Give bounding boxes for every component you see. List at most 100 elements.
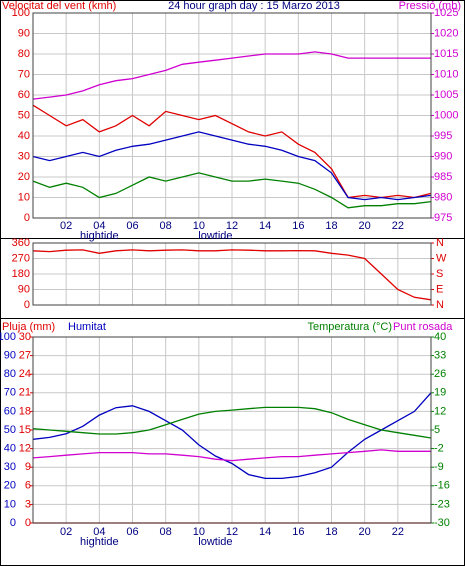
series-line	[32, 249, 432, 301]
y2-tick-label: 995	[434, 130, 452, 142]
legend-label: Temperatura (°C)	[308, 321, 392, 333]
series-line	[32, 51, 431, 100]
tide-label: hightide	[80, 230, 119, 242]
x-tick-label: 10	[193, 220, 205, 232]
y-tick-label: 60	[4, 405, 16, 417]
x-tick-label: 22	[392, 526, 404, 538]
x-tick-label: 18	[325, 220, 337, 232]
y2-tick-label: S	[436, 268, 443, 280]
tide-label: lowtide	[198, 230, 232, 242]
y3-tick-label: 5	[434, 424, 440, 436]
series-line	[32, 449, 431, 462]
y-tick-label: 100	[12, 7, 30, 19]
y2-tick-label: 1020	[434, 27, 458, 39]
x-tick-label: 08	[160, 526, 172, 538]
y-tick-label: 90	[18, 27, 30, 39]
y3-tick-label: -23	[434, 498, 450, 510]
y-tick-label: 20	[4, 480, 16, 492]
y2-tick-label: 985	[434, 171, 452, 183]
y-tick-label: 360	[12, 237, 30, 249]
tide-label: lowtide	[198, 536, 232, 548]
y2-tick-label: 1015	[434, 48, 458, 60]
y2-tick-label: 30	[19, 331, 31, 343]
tide-label: hightide	[80, 536, 119, 548]
y2-tick-label: 21	[19, 387, 31, 399]
x-tick-label: 02	[60, 220, 72, 232]
plot-frame	[32, 242, 432, 306]
y-tick-label: 20	[18, 171, 30, 183]
y2-tick-label: E	[436, 283, 443, 295]
x-tick-label: 16	[292, 526, 304, 538]
y3-tick-label: 33	[434, 350, 446, 362]
y2-tick-label: 15	[19, 424, 31, 436]
y2-tick-label: 990	[434, 150, 452, 162]
y-tick-label: 50	[4, 424, 16, 436]
y3-tick-label: -30	[434, 517, 450, 529]
y2-tick-label: 980	[434, 191, 452, 203]
y2-tick-label: 1025	[434, 7, 458, 19]
plot-frame	[32, 12, 432, 219]
y-tick-label: 10	[4, 498, 16, 510]
y2-tick-label: 1000	[434, 109, 458, 121]
y2-tick-label: 18	[19, 405, 31, 417]
y2-tick-label: N	[436, 299, 444, 311]
x-tick-label: 16	[292, 220, 304, 232]
y-tick-label: 30	[4, 461, 16, 473]
series-line	[32, 392, 432, 480]
y3-tick-label: 12	[434, 405, 446, 417]
y-tick-label: 100	[0, 331, 16, 343]
y-tick-label: 30	[18, 150, 30, 162]
x-tick-label: 22	[392, 220, 404, 232]
y-tick-label: 270	[12, 252, 30, 264]
y-tick-label: 80	[4, 368, 16, 380]
x-tick-label: 04	[93, 220, 105, 232]
plot-frame	[32, 336, 432, 524]
x-tick-label: 20	[359, 526, 371, 538]
series-line	[32, 131, 432, 201]
y-tick-label: 60	[18, 89, 30, 101]
y-tick-label: 40	[4, 443, 16, 455]
x-tick-label: 10	[193, 526, 205, 538]
y2-axis-label: Pressió (mb)	[399, 0, 461, 12]
y2-tick-label: 12	[19, 443, 31, 455]
series-line	[32, 104, 432, 199]
y-tick-label: 40	[18, 130, 30, 142]
y2-tick-label: N	[436, 237, 444, 249]
y2-tick-label: 975	[434, 212, 452, 224]
y3-tick-label: 26	[434, 368, 446, 380]
legend-label: Pluja (mm)	[2, 321, 55, 333]
y2-tick-label: 3	[25, 498, 31, 510]
x-tick-label: 14	[259, 220, 271, 232]
x-tick-label: 18	[325, 526, 337, 538]
y3-tick-label: -16	[434, 480, 450, 492]
y2-tick-label: 0	[25, 517, 31, 529]
x-tick-label: 06	[126, 220, 138, 232]
y3-tick-label: 19	[434, 387, 446, 399]
x-tick-label: 02	[60, 526, 72, 538]
y-tick-label: 0	[24, 212, 30, 224]
y2-tick-label: 27	[19, 350, 31, 362]
x-tick-label: 20	[359, 220, 371, 232]
y-tick-label: 70	[4, 387, 16, 399]
y2-tick-label: 9	[25, 461, 31, 473]
x-tick-label: 06	[126, 526, 138, 538]
x-tick-label: 12	[226, 526, 238, 538]
x-tick-label: 14	[259, 526, 271, 538]
y-tick-label: 90	[4, 350, 16, 362]
legend-label: Punt rosada	[393, 321, 453, 333]
y2-tick-label: 6	[25, 480, 31, 492]
y-tick-label: 180	[12, 268, 30, 280]
y-tick-label: 80	[18, 48, 30, 60]
y-axis-label: Velocitat del vent (kmh)	[2, 0, 116, 12]
y2-tick-label: 1005	[434, 89, 458, 101]
chart-title: 24 hour graph day : 15 Marzo 2013	[168, 0, 340, 12]
y3-tick-label: -2	[434, 443, 444, 455]
y2-tick-label: W	[436, 252, 447, 264]
x-tick-label: 12	[226, 220, 238, 232]
y2-tick-label: 1010	[434, 68, 458, 80]
y-tick-label: 0	[10, 517, 16, 529]
y-tick-label: 10	[18, 191, 30, 203]
y-tick-label: 0	[24, 299, 30, 311]
y2-tick-label: 24	[19, 368, 31, 380]
